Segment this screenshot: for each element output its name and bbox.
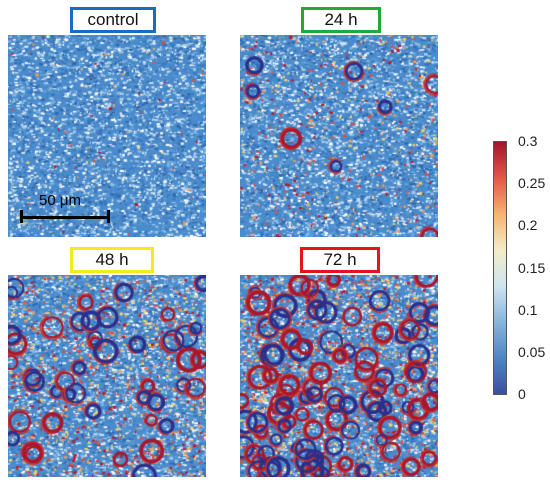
panel-label-text: control xyxy=(87,10,139,29)
panel-label-24h: 24 h xyxy=(301,7,381,33)
scale-bar-label: 50 μm xyxy=(39,192,81,209)
panel-label-control: control xyxy=(70,7,156,33)
colorbar-tick-label: 0.25 xyxy=(518,175,546,191)
colorbar-tick-label: 0.3 xyxy=(518,133,538,149)
map-panel-control xyxy=(8,35,206,237)
panel-label-72h: 72 h xyxy=(300,247,380,273)
panel-label-text: 72 h xyxy=(323,250,357,269)
map-panel-48h xyxy=(8,275,206,477)
map-image xyxy=(8,35,206,237)
colorbar-tick-label: 0.2 xyxy=(518,217,538,233)
colorbar-tick-label: 0.15 xyxy=(518,260,546,276)
colorbar-tick-label: 0.1 xyxy=(518,302,538,318)
scale-bar-line xyxy=(21,216,109,219)
panel-label-text: 48 h xyxy=(95,250,129,269)
colorbar xyxy=(493,141,507,395)
colorbar-tick-label: 0 xyxy=(518,386,526,402)
map-image xyxy=(240,35,438,237)
panel-label-48h: 48 h xyxy=(70,247,154,273)
map-image xyxy=(240,275,438,477)
map-image xyxy=(8,275,206,477)
panel-label-text: 24 h xyxy=(324,10,358,29)
scale-bar-tick-left xyxy=(20,210,23,223)
map-panel-72h xyxy=(240,275,438,477)
scale-bar-tick-right xyxy=(107,210,110,223)
colorbar-tick-label: 0.05 xyxy=(518,344,546,360)
map-panel-24h xyxy=(240,35,438,237)
scale-bar: 50 μm xyxy=(13,192,113,223)
